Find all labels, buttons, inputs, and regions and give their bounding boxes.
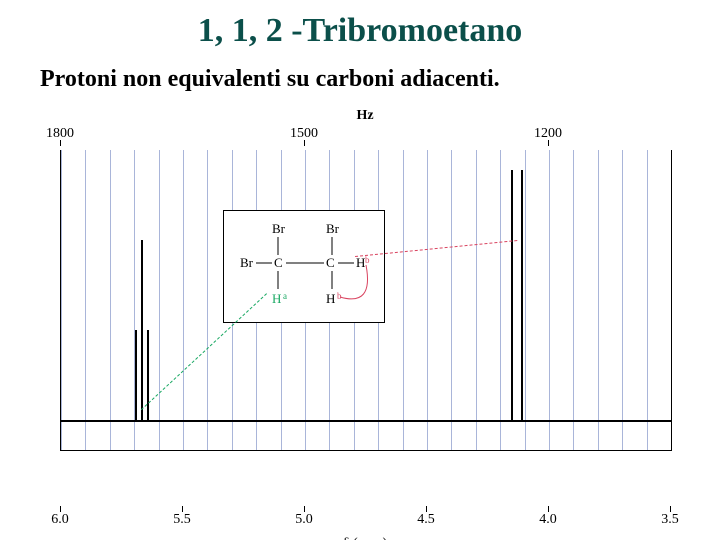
x-axis-label: δ (ppm) — [60, 536, 670, 540]
svg-text:H: H — [272, 291, 281, 306]
gridline — [598, 150, 599, 450]
gridline — [476, 150, 477, 450]
hz-tick-mark — [304, 140, 305, 146]
ppm-tick-mark — [304, 506, 305, 512]
gridline — [451, 150, 452, 450]
baseline — [61, 420, 671, 422]
hz-axis-label: Hz — [60, 108, 670, 124]
gridline — [500, 150, 501, 450]
plot-region: BrBrBrCCHbHaHb — [60, 150, 672, 451]
ppm-tick-label: 5.0 — [295, 512, 313, 528]
gridline — [549, 150, 550, 450]
ppm-tick-label: 4.0 — [539, 512, 557, 528]
ppm-tick-label: 4.5 — [417, 512, 435, 528]
nmr-peak — [135, 330, 137, 420]
page-title: 1, 1, 2 -Tribromoetano — [0, 12, 720, 50]
ppm-tick-label: 3.5 — [661, 512, 679, 528]
nmr-peak — [147, 330, 149, 420]
gridline — [671, 150, 672, 450]
gridline — [525, 150, 526, 450]
ppm-tick-mark — [548, 506, 549, 512]
hz-tick-mark — [60, 140, 61, 146]
nmr-peak — [141, 240, 143, 420]
ppm-tick-label: 6.0 — [51, 512, 69, 528]
gridline — [403, 150, 404, 450]
molecule-structure: BrBrBrCCHbHaHb — [223, 210, 385, 323]
gridline — [427, 150, 428, 450]
ppm-tick-mark — [670, 506, 671, 512]
svg-text:H: H — [326, 291, 335, 306]
nmr-spectrum: Hz 180015001200 BrBrBrCCHbHaHb 6.05.55.0… — [60, 130, 670, 510]
svg-text:Br: Br — [272, 221, 286, 236]
ppm-tick-mark — [60, 506, 61, 512]
ppm-tick-mark — [426, 506, 427, 512]
molecule-svg: BrBrBrCCHbHaHb — [234, 219, 374, 314]
hz-tick-row: 180015001200 — [60, 126, 670, 142]
svg-text:Br: Br — [240, 255, 254, 270]
gridline — [110, 150, 111, 450]
svg-text:C: C — [274, 255, 283, 270]
nmr-peak — [521, 170, 523, 420]
gridline — [622, 150, 623, 450]
hz-tick-mark — [548, 140, 549, 146]
subtitle: Protoni non equivalenti su carboni adiac… — [40, 66, 680, 93]
svg-text:b: b — [337, 291, 342, 301]
ppm-tick-mark — [182, 506, 183, 512]
svg-text:C: C — [326, 255, 335, 270]
svg-text:Br: Br — [326, 221, 340, 236]
gridline — [573, 150, 574, 450]
svg-text:a: a — [283, 291, 287, 301]
gridline — [647, 150, 648, 450]
ppm-tick-row: 6.05.55.04.54.03.5 — [60, 512, 670, 532]
gridline — [159, 150, 160, 450]
gridline — [61, 150, 62, 450]
gridline — [207, 150, 208, 450]
gridline — [85, 150, 86, 450]
gridline — [183, 150, 184, 450]
ppm-tick-label: 5.5 — [173, 512, 191, 528]
nmr-peak — [511, 170, 513, 420]
